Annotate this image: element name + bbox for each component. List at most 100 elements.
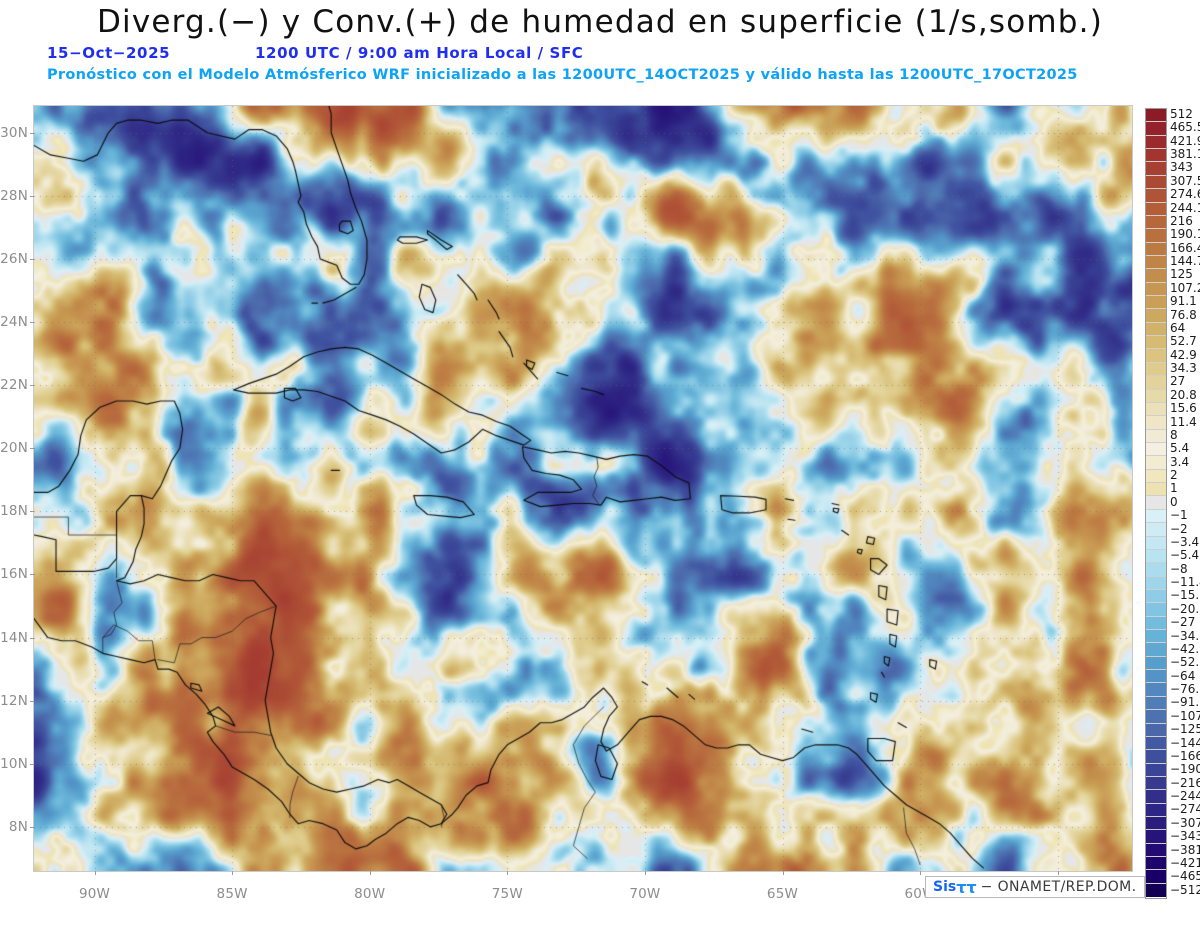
colorbar-tick-label: 190.1 bbox=[1170, 227, 1200, 242]
colorbar-swatch bbox=[1146, 362, 1166, 377]
colorbar-tick-label: −343 bbox=[1170, 829, 1200, 844]
colorbar-tick-label: 8 bbox=[1170, 427, 1178, 442]
colorbar-swatch bbox=[1146, 883, 1166, 898]
colorbar-tick-label: 0 bbox=[1170, 494, 1178, 509]
y-axis-tick-label: 18N bbox=[0, 503, 28, 520]
colorbar-tick-label: −216 bbox=[1170, 775, 1200, 790]
colorbar-swatch bbox=[1146, 616, 1166, 631]
y-axis-tick-label: 14N bbox=[0, 629, 28, 646]
colorbar-swatch bbox=[1146, 870, 1166, 884]
colorbar-swatch bbox=[1146, 149, 1166, 163]
colorbar-swatch bbox=[1146, 509, 1166, 524]
colorbar-tick-label: 3.4 bbox=[1170, 454, 1190, 469]
colorbar-tick-label: −8 bbox=[1170, 561, 1188, 576]
colorbar-swatch bbox=[1146, 750, 1166, 764]
colorbar-swatch bbox=[1146, 603, 1166, 617]
colorbar-swatch bbox=[1146, 723, 1166, 737]
y-axis-tick-label: 20N bbox=[0, 440, 28, 457]
y-axis-tick-label: 28N bbox=[0, 187, 28, 204]
colorbar-tick-label: 42.9 bbox=[1170, 347, 1197, 362]
colorbar-tick-label: 216 bbox=[1170, 213, 1193, 228]
colorbar-tick-label: −2 bbox=[1170, 521, 1188, 536]
colorbar-swatch bbox=[1146, 630, 1166, 644]
x-axis-tick-label: 85W bbox=[216, 886, 248, 902]
x-axis-tick bbox=[94, 871, 96, 875]
colorbar-swatch bbox=[1146, 402, 1166, 417]
colorbar-swatch bbox=[1146, 269, 1166, 283]
colorbar-tick-label: 125 bbox=[1170, 267, 1193, 282]
colorbar[interactable] bbox=[1145, 108, 1167, 899]
colorbar-swatch bbox=[1146, 242, 1166, 256]
colorbar-tick-label: −11.4 bbox=[1170, 575, 1200, 590]
colorbar-swatch bbox=[1146, 857, 1166, 871]
colorbar-swatch bbox=[1146, 336, 1166, 350]
colorbar-tick-label: −42.9 bbox=[1170, 641, 1200, 656]
colorbar-tick-label: −52.7 bbox=[1170, 655, 1200, 670]
colorbar-tick-label: −307 bbox=[1170, 815, 1200, 830]
y-axis-tick bbox=[30, 259, 34, 260]
y-axis-tick-label: 24N bbox=[0, 314, 28, 331]
colorbar-tick-label: −5.4 bbox=[1170, 548, 1200, 563]
colorbar-swatch bbox=[1146, 389, 1166, 403]
colorbar-tick-label: −15.6 bbox=[1170, 588, 1200, 603]
x-axis-tick bbox=[644, 871, 646, 875]
colorbar-labels: 512465.5421.9381.1343307.5274.6244.12161… bbox=[1170, 108, 1200, 899]
y-axis-tick bbox=[30, 448, 34, 450]
colorbar-tick-label: 244.1 bbox=[1170, 200, 1200, 215]
forecast-time-level: 1200 UTC / 9:00 am Hora Local / SFC bbox=[255, 44, 584, 62]
colorbar-tick-label: −107 bbox=[1170, 708, 1200, 723]
colorbar-swatch bbox=[1146, 122, 1166, 136]
colorbar-tick-label: 20.8 bbox=[1170, 387, 1197, 402]
colorbar-swatch bbox=[1146, 736, 1166, 751]
colorbar-tick-label: −144 bbox=[1170, 735, 1200, 750]
colorbar-tick-label: −125 bbox=[1170, 722, 1200, 737]
colorbar-tick-label: 274.6 bbox=[1170, 187, 1200, 202]
x-axis-tick bbox=[920, 871, 922, 875]
colorbar-swatch bbox=[1146, 576, 1166, 590]
colorbar-swatch bbox=[1146, 309, 1166, 323]
colorbar-tick-label: 91.1 bbox=[1170, 294, 1197, 309]
y-axis-tick bbox=[30, 385, 34, 387]
colorbar-tick-label: 76.8 bbox=[1170, 307, 1197, 322]
y-axis-tick bbox=[30, 763, 34, 765]
colorbar-tick-label: 166.4 bbox=[1170, 240, 1200, 255]
x-axis-tick bbox=[507, 871, 509, 875]
colorbar-tick-label: −20.8 bbox=[1170, 601, 1200, 616]
y-axis-tick-label: 8N bbox=[8, 818, 28, 835]
colorbar-swatch bbox=[1146, 776, 1166, 791]
colorbar-tick-label: 1 bbox=[1170, 481, 1178, 496]
page-title: Diverg.(−) y Conv.(+) de humedad en supe… bbox=[96, 4, 1104, 40]
colorbar-tick-label: −91.1 bbox=[1170, 695, 1200, 710]
colorbar-tick-label: −274 bbox=[1170, 802, 1200, 817]
colorbar-swatch bbox=[1146, 817, 1166, 831]
x-axis-tick-label: 75W bbox=[491, 886, 523, 902]
colorbar-swatch bbox=[1146, 830, 1166, 844]
colorbar-tick-label: 144.7 bbox=[1170, 254, 1200, 269]
colorbar-tick-label: 465.5 bbox=[1170, 120, 1200, 135]
forecast-date: 15−Oct−2025 bbox=[47, 44, 171, 62]
x-axis-tick bbox=[1057, 871, 1059, 875]
y-axis-tick bbox=[30, 132, 34, 134]
colorbar-tick-label: −512 bbox=[1170, 882, 1200, 897]
colorbar-tick-label: −244 bbox=[1170, 789, 1200, 804]
colorbar-tick-label: 52.7 bbox=[1170, 334, 1197, 349]
x-axis-tick-label: 90W bbox=[78, 886, 111, 902]
y-axis-tick bbox=[30, 574, 34, 576]
colorbar-tick-label: 343 bbox=[1170, 160, 1193, 175]
colorbar-tick-label: −166 bbox=[1170, 748, 1200, 763]
colorbar-tick-label: −76.8 bbox=[1170, 682, 1200, 697]
colorbar-tick-label: −381 bbox=[1170, 842, 1200, 857]
colorbar-swatch bbox=[1146, 803, 1166, 818]
colorbar-swatch bbox=[1146, 175, 1166, 190]
colorbar-swatch bbox=[1146, 429, 1166, 443]
y-axis-tick-label: 16N bbox=[0, 566, 28, 583]
x-axis-tick bbox=[782, 871, 784, 875]
colorbar-swatch bbox=[1146, 763, 1166, 777]
map-plot-area[interactable] bbox=[34, 106, 1132, 871]
colorbar-swatch bbox=[1146, 135, 1166, 150]
colorbar-swatch bbox=[1146, 189, 1166, 203]
colorbar-swatch bbox=[1146, 109, 1166, 123]
colorbar-swatch bbox=[1146, 643, 1166, 657]
colorbar-tick-label: 2 bbox=[1170, 468, 1178, 483]
y-axis-tick-label: 22N bbox=[0, 377, 28, 394]
